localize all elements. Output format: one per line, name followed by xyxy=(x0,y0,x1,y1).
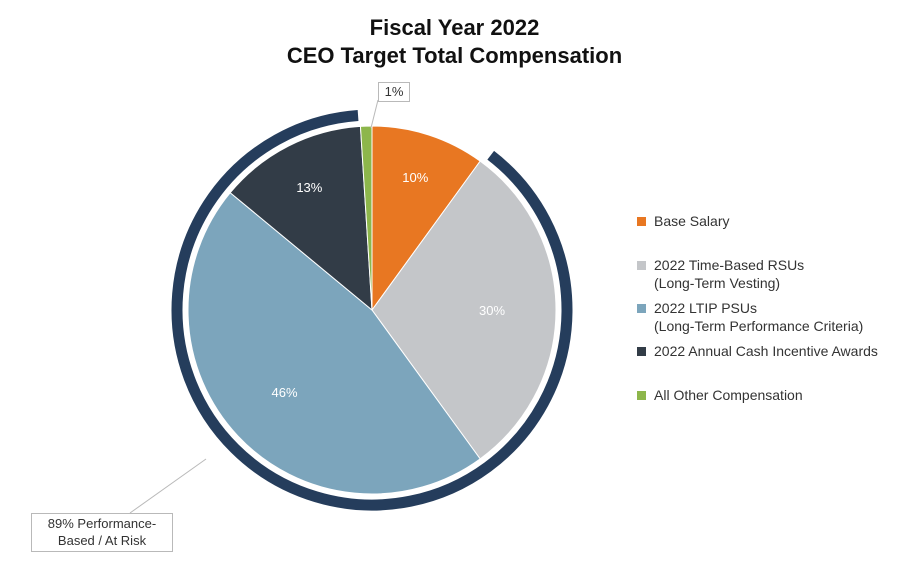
chart-title: Fiscal Year 2022 CEO Target Total Compen… xyxy=(0,14,909,70)
legend-label-ltip-psus: 2022 LTIP PSUs xyxy=(654,300,757,316)
performance-based-ring xyxy=(171,110,573,511)
callout-one-percent: 1% xyxy=(378,82,410,102)
legend-swatch-all-other-compensation xyxy=(637,391,646,400)
callout-performance-based: 89% Performance- Based / At Risk xyxy=(31,513,173,552)
chart-title-line1: Fiscal Year 2022 xyxy=(369,15,540,40)
legend-item-ltip-psus: 2022 LTIP PSUs (Long-Term Performance Cr… xyxy=(637,299,863,335)
data-label-annual-cash-incentive: 13% xyxy=(296,180,322,195)
legend-swatch-ltip-psus xyxy=(637,304,646,313)
callout-performance-line1: 89% Performance- xyxy=(47,516,157,531)
callout-leader-performance xyxy=(129,458,207,514)
data-label-base-salary: 10% xyxy=(402,170,428,185)
legend: Base Salary 2022 Time-Based RSUs (Long-T… xyxy=(637,0,907,580)
callout-leader-one-percent xyxy=(370,99,379,129)
pie-slice-time-based-rsus xyxy=(371,160,557,460)
legend-swatch-time-based-rsus xyxy=(637,261,646,270)
legend-item-base-salary: Base Salary xyxy=(637,212,729,230)
legend-swatch-annual-cash-incentive xyxy=(637,347,646,356)
pie-slice-annual-cash-incentive xyxy=(229,125,373,312)
legend-label-time-based-rsus: 2022 Time-Based RSUs xyxy=(654,257,805,273)
pie-slice-ltip-psus xyxy=(187,192,481,495)
callout-performance-line2: Based / At Risk xyxy=(57,533,147,548)
legend-swatch-base-salary xyxy=(637,217,646,226)
pie-slice-base-salary xyxy=(371,125,481,312)
legend-sublabel-time-based-rsus: (Long-Term Vesting) xyxy=(654,275,781,291)
legend-label-all-other-compensation: All Other Compensation xyxy=(654,387,803,403)
chart-title-line2: CEO Target Total Compensation xyxy=(286,43,623,68)
legend-item-all-other-compensation: All Other Compensation xyxy=(637,386,803,404)
legend-item-annual-cash-incentive: 2022 Annual Cash Incentive Awards xyxy=(637,342,878,360)
legend-item-time-based-rsus: 2022 Time-Based RSUs (Long-Term Vesting) xyxy=(637,256,804,292)
data-label-time-based-rsus: 30% xyxy=(479,303,505,318)
legend-sublabel-ltip-psus: (Long-Term Performance Criteria) xyxy=(654,318,864,334)
legend-label-base-salary: Base Salary xyxy=(654,213,730,229)
data-label-ltip-psus: 46% xyxy=(272,385,298,400)
legend-label-annual-cash-incentive: 2022 Annual Cash Incentive Awards xyxy=(654,343,878,359)
